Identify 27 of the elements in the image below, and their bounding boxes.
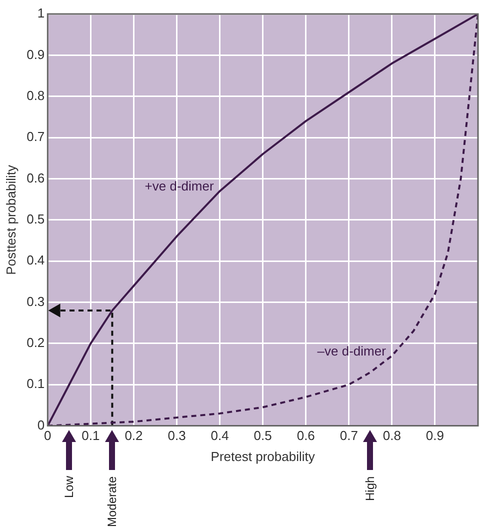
x-tick-label: 0.8 [382, 428, 401, 444]
y-tick-label: 0.2 [26, 335, 45, 350]
x-tick-label: 0.3 [168, 428, 186, 444]
y-tick-label: 0 [37, 417, 45, 432]
x-tick-label: 0.2 [124, 428, 143, 444]
y-tick-label: 0.1 [26, 376, 45, 392]
x-tick-label: 0.5 [254, 428, 272, 444]
text: High [363, 476, 378, 501]
x-axis-title: Pretest probability [210, 448, 316, 464]
y-axis-title: Posttest probability [3, 164, 18, 275]
y-tick-label: 0.6 [26, 170, 45, 186]
y-tick-label: 0.7 [26, 129, 45, 144]
x-tick-label: 0.6 [296, 428, 315, 444]
series-label: +ve d-dimer [144, 178, 214, 194]
y-tick-label: 0.4 [26, 252, 45, 268]
y-tick-label: 1 [37, 6, 45, 21]
x-tick-label: 0.7 [340, 428, 358, 444]
x-tick-label: 0.4 [210, 428, 229, 444]
series-label: –ve d-dimer [317, 343, 387, 358]
x-tick-label: 0.1 [82, 428, 100, 444]
text: Moderate [105, 476, 120, 527]
text: Low [62, 476, 76, 498]
y-tick-label: 0.9 [26, 46, 45, 62]
y-tick-label: 0.5 [26, 211, 45, 226]
y-tick-label: 0.3 [26, 294, 45, 309]
x-tick-label: 0.9 [426, 428, 444, 444]
y-tick-label: 0.8 [26, 88, 45, 103]
